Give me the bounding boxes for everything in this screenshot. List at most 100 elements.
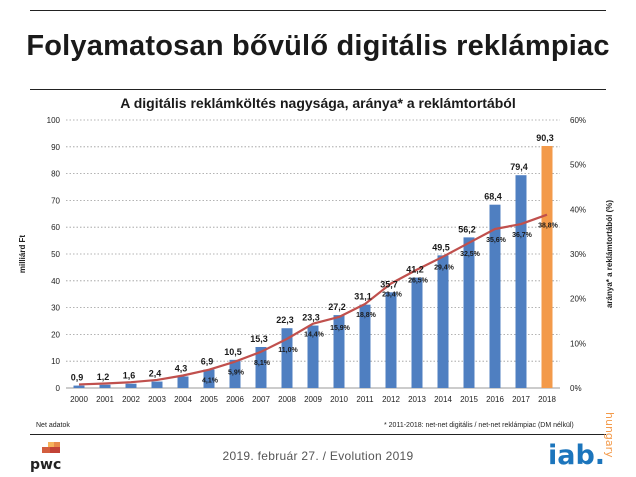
- bar-value-label: 31,1: [354, 292, 372, 302]
- bar-value-label: 68,4: [484, 192, 502, 202]
- footer-date: 2019. február 27. / Evolution 2019: [222, 449, 414, 463]
- bar-value-label: 22,3: [276, 315, 294, 325]
- share-line: [78, 213, 548, 386]
- x-tick-label: 2000: [70, 395, 88, 404]
- share-value-label: 36,7%: [512, 232, 533, 239]
- slide-title: Folyamatosan bővülő digitális reklámpiac: [26, 30, 610, 62]
- y2-tick-label: 30%: [570, 250, 586, 259]
- bar: [307, 325, 319, 388]
- share-value-label: 11,0%: [278, 347, 298, 354]
- y2-tick-label: 50%: [570, 161, 586, 170]
- bar: [333, 315, 345, 388]
- x-tick-label: 2014: [434, 395, 452, 404]
- y2-axis-label: aránya* a reklámtortából (%): [605, 200, 614, 308]
- bar-value-label: 15,3: [250, 334, 268, 344]
- pwc-logo: pwc: [30, 442, 61, 472]
- y2-tick-label: 0%: [570, 384, 582, 393]
- x-tick-label: 2007: [252, 395, 270, 404]
- bar-value-label: 1,6: [123, 371, 136, 381]
- x-tick-label: 2010: [330, 395, 348, 404]
- y2-tick-label: 60%: [570, 116, 586, 125]
- share-value-label: 38,8%: [538, 223, 559, 230]
- bar-value-label: 0,9: [71, 373, 84, 383]
- y2-tick-label: 40%: [570, 205, 586, 214]
- footer-rule: [30, 434, 606, 435]
- x-tick-label: 2008: [278, 395, 296, 404]
- bar-value-label: 4,3: [175, 363, 188, 373]
- y-tick-label: 10: [51, 357, 60, 366]
- x-tick-label: 2009: [304, 395, 322, 404]
- y-tick-label: 70: [51, 196, 60, 205]
- bar-value-label: 35,7: [380, 279, 398, 289]
- bar: [541, 145, 553, 388]
- bar: [99, 384, 111, 388]
- bar: [151, 381, 163, 388]
- share-value-label: 26,5%: [408, 278, 429, 285]
- iab-hungary-text: hungary: [603, 412, 616, 458]
- x-tick-label: 2011: [356, 395, 374, 404]
- iab-logo-text: iab.: [548, 440, 605, 471]
- x-tick-label: 2018: [538, 395, 556, 404]
- y-tick-label: 30: [51, 304, 60, 313]
- share-value-label: 18,8%: [356, 312, 377, 319]
- bar: [437, 255, 449, 388]
- y-tick-label: 80: [51, 170, 60, 179]
- iab-hungary-logo: iab. hungary: [548, 412, 616, 471]
- share-value-label: 5,9%: [228, 370, 245, 377]
- x-tick-label: 2005: [200, 395, 218, 404]
- footnote-definition: * 2011-2018: net-net digitális / net-net…: [384, 422, 574, 429]
- x-tick-label: 2001: [96, 395, 114, 404]
- y-tick-label: 50: [51, 250, 60, 259]
- x-tick-label: 2016: [486, 395, 504, 404]
- y-tick-label: 100: [47, 116, 61, 125]
- bar-value-label: 49,5: [432, 242, 450, 252]
- bar: [203, 369, 215, 388]
- bar-value-label: 10,5: [224, 347, 242, 357]
- bar: [515, 175, 527, 388]
- share-value-label: 35,6%: [486, 237, 507, 244]
- y2-tick-label: 20%: [570, 295, 586, 304]
- y2-tick-label: 10%: [570, 339, 586, 348]
- bar: [463, 237, 475, 388]
- bar-value-label: 79,4: [510, 162, 528, 172]
- share-value-label: 4,1%: [202, 378, 219, 385]
- share-value-label: 15,9%: [330, 325, 351, 332]
- bar-value-label: 56,2: [458, 224, 476, 234]
- bar: [177, 376, 189, 388]
- x-tick-label: 2003: [148, 395, 166, 404]
- bar: [359, 304, 371, 388]
- bar: [385, 292, 397, 388]
- bar-value-label: 27,2: [328, 302, 346, 312]
- bar: [281, 328, 293, 388]
- title-rule: [30, 89, 606, 90]
- bar: [73, 385, 85, 388]
- bar-value-label: 2,4: [149, 369, 162, 379]
- y-tick-label: 20: [51, 330, 60, 339]
- y-axis-label: milliárd Ft: [18, 235, 27, 274]
- bar-value-label: 1,2: [97, 372, 110, 382]
- share-value-label: 32,5%: [460, 251, 481, 258]
- x-tick-label: 2006: [226, 395, 244, 404]
- x-tick-label: 2015: [460, 395, 478, 404]
- x-tick-label: 2002: [122, 395, 140, 404]
- y-tick-label: 90: [51, 143, 60, 152]
- bar: [125, 383, 137, 388]
- bar: [489, 204, 501, 388]
- bar: [229, 359, 241, 388]
- x-tick-label: 2013: [408, 395, 426, 404]
- y-tick-label: 0: [56, 384, 61, 393]
- share-value-label: 29,4%: [434, 265, 455, 272]
- bar-value-label: 23,3: [302, 313, 320, 323]
- x-tick-label: 2012: [382, 395, 400, 404]
- bar: [411, 277, 423, 388]
- share-value-label: 14,4%: [304, 332, 325, 339]
- x-tick-label: 2004: [174, 395, 192, 404]
- bar: [255, 346, 267, 388]
- top-rule: [30, 10, 606, 11]
- bar-value-label: 6,9: [201, 357, 214, 367]
- net-data-note: Net adatok: [36, 422, 70, 429]
- share-value-label: 23,4%: [382, 291, 403, 298]
- x-tick-label: 2017: [512, 395, 530, 404]
- y-tick-label: 60: [51, 223, 60, 232]
